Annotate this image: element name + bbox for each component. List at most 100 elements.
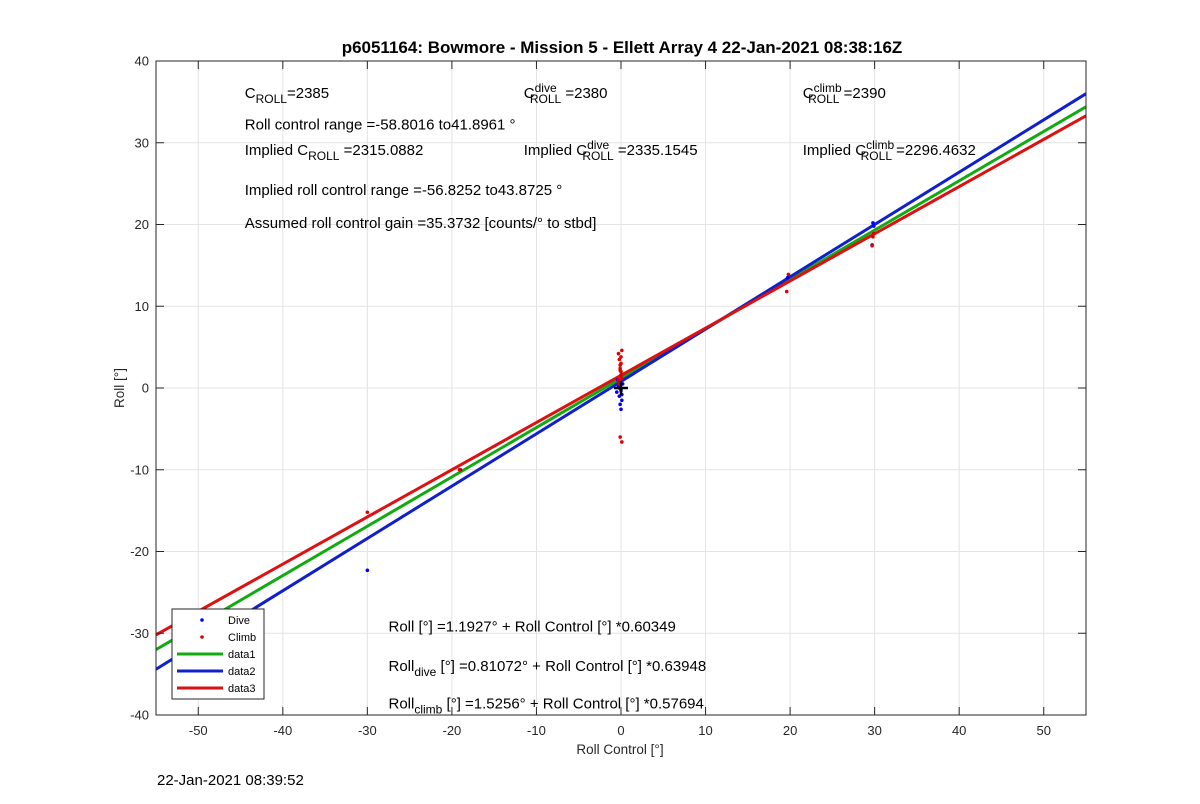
point-dive	[871, 224, 876, 228]
x-tick-label: 50	[1036, 723, 1050, 738]
y-tick-label: -20	[130, 544, 149, 559]
annotation-run: C	[245, 85, 256, 102]
annotation-run: ROLL	[256, 92, 288, 106]
annotation-run: =2296.4632	[892, 142, 976, 159]
annotation-run: =2385	[287, 85, 329, 102]
annotation-run: Implied C	[803, 142, 867, 159]
annotation-run: ROLL	[808, 92, 840, 106]
annotation-implied-roll-control-range: Implied roll control range =-56.8252 to4…	[245, 182, 562, 199]
legend-label: Dive	[228, 615, 250, 627]
point-climb	[620, 348, 624, 353]
annotations: CROLL=2385 Cdive ROLL =2380 Cclimb ROLL =239…	[245, 81, 976, 717]
point-climb	[871, 234, 875, 239]
x-tick-label: 10	[698, 723, 712, 738]
point-climb	[619, 361, 623, 366]
x-tick-label: -40	[273, 723, 292, 738]
x-tick-label: -30	[358, 723, 377, 738]
annotation-c-roll-climb: Cclimb ROLL =2390	[803, 81, 886, 106]
annotation-implied-c-roll-climb: Implied Cclimb ROLL =2296.4632	[803, 138, 976, 163]
annotation-run: ROLL	[530, 92, 562, 106]
point-climb	[620, 440, 624, 444]
x-tick-label: 30	[867, 723, 881, 738]
point-dive	[614, 390, 619, 394]
x-tick-label: -50	[189, 723, 208, 738]
point-climb	[618, 435, 622, 439]
annotation-run: climb	[814, 81, 842, 95]
annotation-run: C	[524, 85, 535, 102]
legend-label: Climb	[228, 632, 256, 644]
point-climb	[620, 376, 624, 380]
point-climb	[616, 351, 621, 356]
annotation-run: Roll	[389, 695, 415, 712]
y-tick-label: 0	[142, 381, 149, 396]
annotation-run: Implied C	[524, 142, 588, 159]
y-tick-label: 40	[135, 54, 149, 69]
annotation-run: climb	[866, 138, 894, 152]
annotation-fit-all: Roll [°] =1.1927° + Roll Control [°] *0.…	[389, 619, 676, 636]
annotation-run: Roll	[389, 658, 415, 675]
y-tick-label: 30	[135, 135, 149, 150]
plot-area	[156, 92, 1086, 671]
annotation-fit-climb: Rollclimb [°] =1.5256° + Roll Control [°…	[389, 695, 704, 716]
y-tick-label: 10	[135, 299, 149, 314]
point-climb	[457, 467, 462, 472]
legend-label: data3	[228, 683, 256, 695]
x-tick-label: 20	[783, 723, 797, 738]
point-dive	[620, 398, 624, 403]
annotation-run: Implied C	[245, 142, 309, 159]
chart-title: p6051164: Bowmore - Mission 5 - Ellett A…	[342, 38, 903, 57]
y-tick-label: -30	[130, 626, 149, 641]
x-tick-label: 0	[617, 723, 624, 738]
point-climb	[365, 510, 370, 515]
y-tick-label: 20	[135, 217, 149, 232]
point-climb	[871, 231, 876, 236]
annotation-run: ROLL	[861, 149, 893, 163]
point-dive	[785, 275, 790, 280]
y-tick-label: -40	[130, 708, 149, 723]
annotation-run: dive	[587, 138, 609, 152]
point-climb	[784, 289, 789, 294]
annotation-fit-dive: Rolldive [°] =0.81072° + Roll Control [°…	[389, 658, 707, 679]
axis-ticks: -50 -40 -30 -20 -10 0 10 20 30 40 50 -40 -30 -20 -10 0 1…	[130, 54, 1086, 738]
annotation-run: [°] =0.81072° + Roll Control [°] *0.6394…	[436, 658, 706, 675]
annotation-implied-c-roll-dive: Implied Cdive ROLL =2335.1545	[524, 138, 698, 163]
point-climb	[870, 243, 874, 248]
legend-label: data1	[228, 649, 256, 661]
annotation-run: =2390	[839, 85, 885, 102]
annotation-run: =2380	[561, 85, 607, 102]
annotation-run: ROLL	[582, 149, 614, 163]
annotation-run: dive	[535, 81, 557, 95]
point-climb	[618, 368, 622, 372]
point-climb	[616, 378, 621, 382]
annotation-run: C	[803, 85, 814, 102]
annotation-run: ROLL	[308, 149, 340, 163]
annotation-run: Roll [°] =1.1927° + Roll Control [°] *0.…	[389, 619, 676, 636]
x-tick-label: -20	[443, 723, 462, 738]
point-climb	[786, 272, 791, 277]
legend-marker-climb	[200, 635, 204, 639]
annotation-run: [°] =1.5256° + Roll Control [°] *0.57694	[442, 695, 704, 712]
point-dive	[618, 402, 622, 407]
annotation-c-roll: CROLL=2385	[245, 85, 329, 106]
annotation-roll-control-range: Roll control range =-58.8016 to41.8961 °	[245, 117, 516, 134]
annotation-run: climb	[414, 702, 442, 716]
footer-timestamp: 22-Jan-2021 08:39:52	[157, 772, 304, 789]
annotation-implied-c-roll: Implied CROLL =2315.0882	[245, 142, 424, 163]
point-dive	[619, 407, 623, 412]
legend-label: data2	[228, 666, 256, 678]
legend-marker-dive	[200, 618, 204, 622]
point-dive	[365, 568, 370, 573]
x-tick-label: -10	[527, 723, 546, 738]
point-climb	[619, 373, 623, 377]
annotation-assumed-gain: Assumed roll control gain =35.3732 [coun…	[245, 215, 597, 232]
mean-marker	[614, 381, 628, 395]
x-axis-label: Roll Control [°]	[576, 742, 663, 757]
annotation-run: Roll control range =-58.8016 to41.8961 °	[245, 117, 516, 134]
annotation-run: Assumed roll control gain =35.3732 [coun…	[245, 215, 597, 232]
annotation-run: =2315.0882	[339, 142, 423, 159]
y-tick-label: -10	[130, 462, 149, 477]
x-tick-label: 40	[952, 723, 966, 738]
annotation-run: dive	[414, 665, 436, 679]
y-axis-label: Roll [°]	[112, 368, 127, 408]
